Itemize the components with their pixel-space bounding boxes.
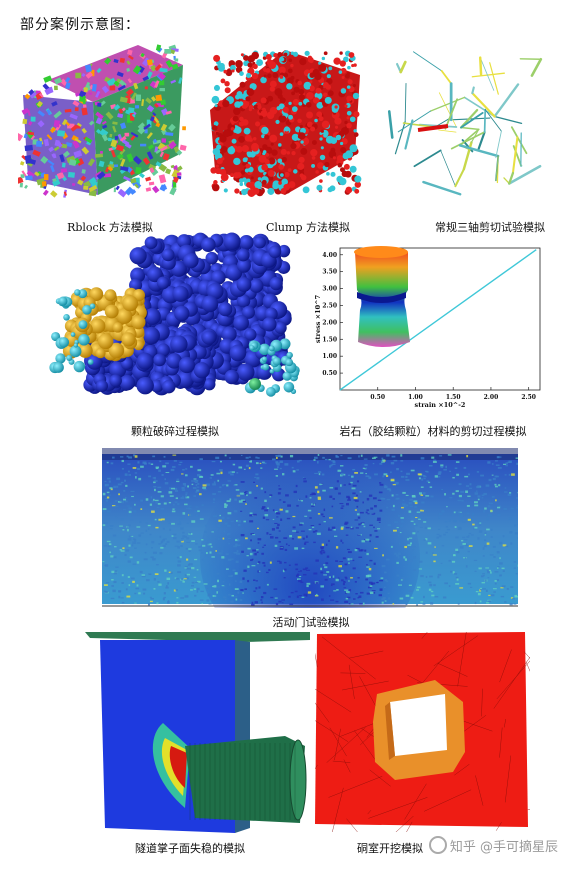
chart-frame	[339, 247, 541, 391]
y-tick-label: 1.50	[322, 336, 337, 343]
caption-trapdoor: 活动门试验模拟	[272, 616, 350, 629]
zhihu-logo-icon	[428, 836, 447, 854]
y-axis-label: stress ×10^7	[314, 295, 322, 343]
stress-strain-line	[339, 249, 537, 391]
watermark: 知乎 @手可摘星辰	[428, 836, 558, 855]
trapdoor-figure	[102, 448, 518, 608]
x-tick-label: 1.00	[408, 394, 423, 401]
y-tick-label: 2.00	[322, 319, 337, 326]
triaxial-network-figure	[378, 40, 556, 205]
tunnel-face-figure	[85, 628, 310, 836]
rblock-figure	[18, 40, 188, 200]
watermark-text: 知乎 @手可摘星辰	[449, 840, 558, 855]
y-tick-label: 4.00	[322, 252, 337, 259]
page-heading: 部分案例示意图：	[20, 17, 140, 33]
x-tick-label: 2.00	[484, 394, 499, 401]
x-tick-label: 0.50	[370, 394, 385, 401]
y-tick-label: 3.50	[322, 269, 337, 276]
caption-cavern: 硐室开挖模拟	[357, 842, 423, 855]
y-tick-label: 0.50	[322, 370, 337, 377]
particle-crushing-figure	[40, 232, 302, 412]
caption-crushing: 颗粒破碎过程模拟	[131, 425, 219, 438]
y-tick-label: 2.50	[322, 302, 337, 309]
caption-rblock: Rblock 方法模拟	[67, 221, 153, 234]
caption-clump: Clump 方法模拟	[266, 221, 350, 234]
x-axis-label: strain ×10^-2	[415, 401, 466, 408]
caption-rock: 岩石（胶结颗粒）材料的剪切过程模拟	[339, 425, 527, 438]
cavern-excavation-figure	[315, 632, 530, 832]
caption-triaxial: 常规三轴剪切试验模拟	[435, 221, 545, 234]
specimen-inset	[354, 246, 410, 347]
x-tick-label: 2.50	[521, 394, 536, 401]
y-tick-label: 1.00	[322, 353, 337, 360]
caption-tunnel: 隧道掌子面失稳的模拟	[135, 842, 245, 855]
y-tick-label: 3.00	[322, 286, 337, 293]
stress-strain-chart: 0.50 1.00 1.50 2.00 2.50 0.50 1.00 1.50 2.00 2.50…	[310, 240, 548, 408]
clump-figure	[205, 45, 365, 200]
x-tick-label: 1.50	[446, 394, 461, 401]
